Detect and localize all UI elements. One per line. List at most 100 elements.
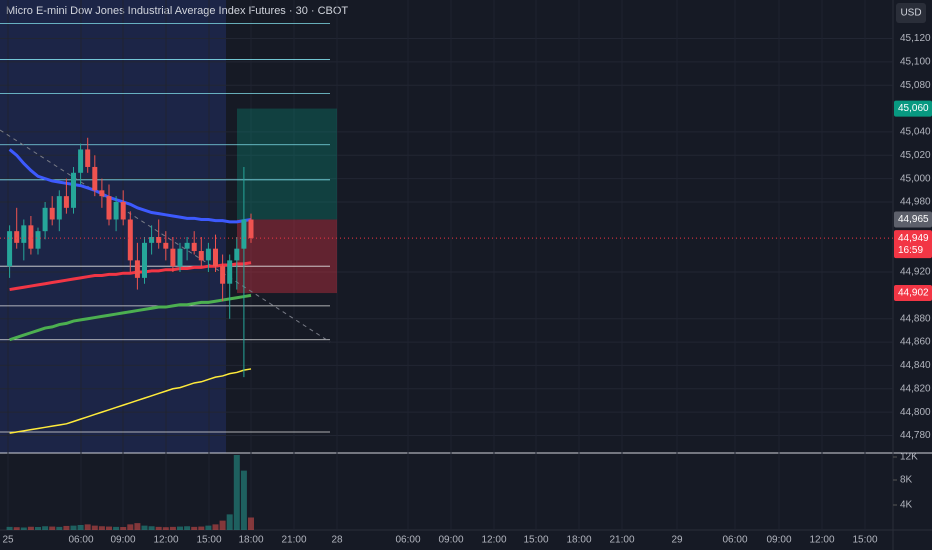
price-tag [894, 230, 932, 259]
price-tag [894, 285, 932, 302]
volume-bar [226, 514, 233, 530]
volume-bar [177, 526, 183, 530]
x-tick-label: 25 [2, 535, 14, 546]
currency-button[interactable] [896, 3, 926, 23]
candle-body [127, 219, 133, 261]
y-tick-label: 44,780 [900, 430, 931, 441]
candle-body [85, 149, 91, 167]
volume-bar [49, 526, 56, 530]
x-tick-label: 29 [671, 535, 683, 546]
y-tick-label: 44,860 [900, 337, 931, 348]
y-tick-label: 45,040 [900, 127, 931, 138]
x-tick-label: 09:00 [110, 535, 135, 546]
candle-body [198, 251, 204, 261]
candle-body [120, 201, 126, 220]
volume-bar [113, 526, 120, 530]
candle-body [191, 242, 197, 252]
candle-body [99, 190, 105, 197]
trend-line [0, 129, 331, 343]
price-tag [894, 100, 932, 117]
y-tick-label: 45,000 [900, 173, 931, 184]
candle-body [49, 207, 55, 220]
x-tick-label: 21:00 [609, 535, 634, 546]
candle-body [241, 219, 247, 249]
volume-bar [191, 526, 198, 530]
indicator-line [9, 293, 252, 342]
candle-body [220, 266, 226, 284]
volume-bar [148, 526, 155, 530]
volume-bar [240, 470, 247, 530]
price-tag-label: 44,965 [898, 214, 929, 225]
candle-body [163, 242, 169, 249]
volume-bar [184, 526, 191, 530]
y-tick-label: 44,840 [900, 360, 931, 371]
volume-tick-label: 8K [900, 475, 913, 486]
x-tick-label: 06:00 [68, 535, 93, 546]
candle-body [56, 196, 62, 220]
y-tick-label: 44,800 [900, 407, 931, 418]
candle-body [92, 166, 98, 191]
indicator-line [8, 148, 252, 224]
countdown: 16:59 [898, 245, 923, 256]
candle-body [113, 201, 119, 220]
y-tick-label: 44,880 [900, 313, 931, 324]
candle-body [227, 260, 233, 284]
x-tick-label: 15:00 [196, 535, 221, 546]
candle-body [78, 149, 84, 173]
candle-body [134, 260, 140, 278]
volume-tick-label: 12K [900, 452, 918, 463]
volume-bar [63, 525, 70, 530]
candle-body [71, 172, 76, 208]
volume-bar [35, 527, 41, 530]
x-tick-label: 28 [331, 535, 343, 546]
volume-bar [233, 455, 240, 530]
volume-bar [98, 526, 105, 530]
volume-tick-label: 4K [900, 500, 913, 511]
y-tick-label: 45,100 [900, 57, 931, 68]
volume-bar [205, 525, 212, 530]
volume-bar [84, 524, 91, 530]
volume-bar [42, 526, 49, 530]
volume-bar [70, 525, 77, 530]
x-tick-label: 06:00 [395, 535, 420, 546]
position-stop [237, 219, 337, 294]
volume-bar [106, 526, 112, 530]
price-tag-label: 45,060 [898, 103, 929, 114]
volume-bar [198, 526, 205, 530]
candle-body [149, 237, 155, 243]
volume-bar [134, 523, 141, 530]
volume-bar [77, 525, 84, 530]
y-tick-label: 45,020 [900, 150, 931, 161]
volume-bar [91, 525, 98, 530]
volume-bar [212, 524, 219, 530]
y-tick-label: 45,080 [900, 80, 931, 91]
volume-bar [27, 526, 34, 530]
candle-body [170, 248, 176, 267]
candle-body [42, 207, 48, 232]
price-tag [894, 211, 932, 228]
candle-body [63, 196, 69, 208]
y-tick-label: 44,920 [900, 267, 931, 278]
indicator-line [9, 368, 252, 434]
currency[interactable]: USD [900, 8, 921, 19]
volume-bar [120, 527, 127, 530]
volume-bar [169, 526, 176, 530]
volume-bar [219, 520, 226, 530]
candle-body [248, 219, 254, 239]
volume-bar [56, 526, 63, 530]
candle-body [142, 242, 147, 278]
candle-body [177, 248, 183, 267]
x-tick-label: 12:00 [809, 535, 834, 546]
candle-body [106, 196, 112, 220]
candle-body [28, 225, 34, 249]
indicator-line [9, 261, 252, 292]
price-tag-label: 44,949 [898, 233, 929, 244]
y-tick-label: 45,120 [900, 33, 931, 44]
x-tick-label: 21:00 [281, 535, 306, 546]
candle-body [21, 225, 27, 243]
candle-body [184, 242, 190, 249]
x-tick-label: 12:00 [481, 535, 506, 546]
volume-bar [141, 525, 148, 530]
x-tick-label: 15:00 [852, 535, 877, 546]
volume-bar [6, 526, 13, 530]
